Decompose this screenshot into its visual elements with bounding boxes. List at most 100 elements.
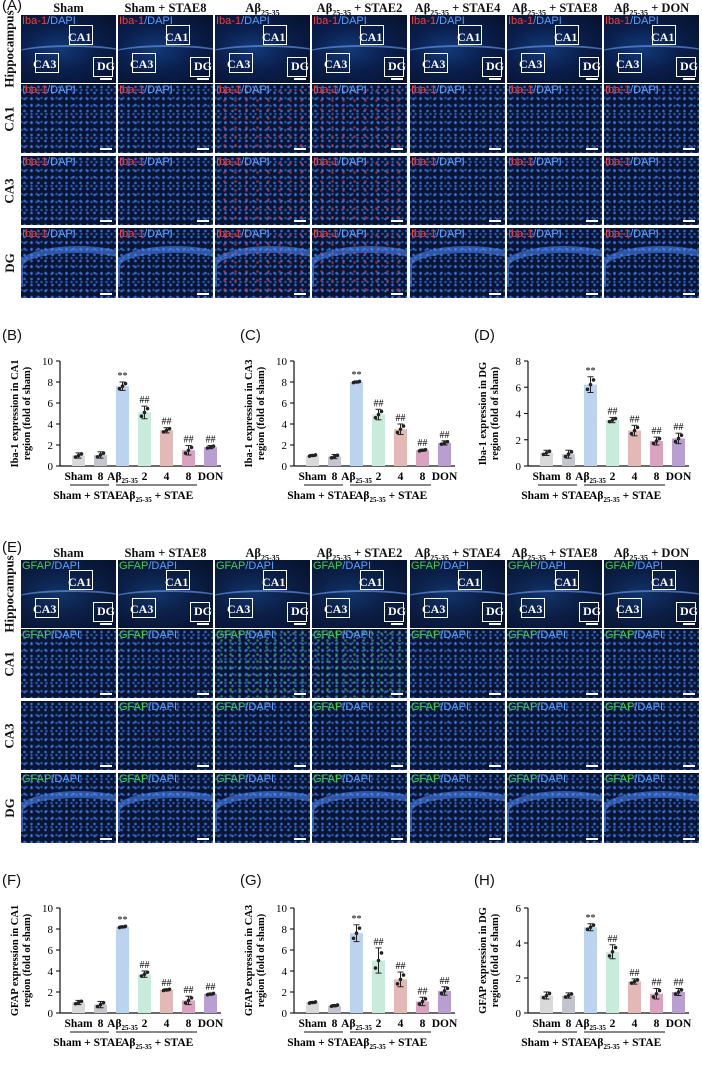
group-label-sub: 25-35 [135,1043,152,1051]
stain-label: GFAP/DAPI [313,560,372,572]
scale-bar [100,293,112,295]
column-header: Aβ25-35 + STAE8 [511,546,598,563]
scale-bar [294,78,306,80]
significance-mark: ## [162,417,172,428]
row-label: CA1 [2,105,17,132]
micrograph: GFAP/DAPI [312,773,407,843]
group-label-sub: 25-35 [369,1043,386,1051]
column-header: Aβ25-35 [245,546,280,563]
region-box-label: CA1 [651,575,675,589]
data-point [205,446,210,450]
region-box [190,602,210,622]
region-box [424,53,448,73]
column-header: Sham + STAE8 [124,1,207,15]
x-tick-label: Sham [298,1018,327,1030]
stain-label: Iba-1/DAPI [411,228,465,240]
scale-bar [294,220,306,222]
stain-label: GFAP/DAPI [216,629,275,641]
stain-label: Iba-1/DAPI [313,15,367,27]
micrograph: Iba-1/DAPI [215,228,310,298]
bar [672,992,685,1013]
micrograph: Iba-1/DAPI [118,84,213,153]
region-box [676,57,696,77]
x-tick-text: 2 [142,1018,148,1030]
region-box [132,53,156,73]
data-point [208,992,213,996]
y-tick-label: 10 [276,356,288,368]
data-point [373,415,378,420]
scale-bar [586,293,598,295]
bar [628,430,641,466]
scale-bar [294,693,306,695]
x-tick-text: 8 [332,1018,338,1030]
row-label: CA3 [2,722,17,749]
region-box-label: CA3 [616,602,640,616]
data-point [335,453,340,458]
row-label: CA3 [2,177,17,204]
data-point [395,982,400,986]
significance-mark: ## [440,430,450,441]
y-tick-label: 4 [282,419,288,431]
x-tick-text: Aβ [575,471,589,483]
y-tick-label: 2 [516,973,522,985]
bar [350,933,363,1013]
x-tick-label: Sham [532,1018,561,1030]
micrograph: CA1 CA3 DG Iba-1/DAPI [604,15,699,83]
data-point [142,972,147,976]
x-tick-text: Sham [64,471,93,483]
region-box [360,25,384,45]
x-tick-label: 2 [376,471,382,483]
data-point [613,416,618,421]
data-point [73,1001,78,1006]
micrograph: CA1 CA3 DG Iba-1/DAPI [312,15,407,83]
region-box [166,570,190,590]
scale-bar [683,293,695,295]
micrograph: GFAP/DAPI [604,773,699,843]
x-tick-label: Aβ25-35 [575,471,606,485]
y-tick-label: 4 [48,966,54,978]
significance-mark: ## [396,961,406,972]
scale-bar [294,838,306,840]
x-tick-label: Sham [532,471,561,483]
region-box-label: CA1 [262,30,286,44]
x-tick-text: 8 [654,471,660,483]
micrograph: Iba-1/DAPI [507,84,602,153]
x-tick-label: 4 [632,471,638,483]
region-box-label: CA3 [422,57,446,71]
x-tick-text: Sham [298,1018,327,1030]
significance-mark: ## [652,978,662,989]
bar [562,995,575,1013]
data-point [95,1004,100,1009]
y-tick-label: 4 [282,966,288,978]
region-box-label: DG [194,59,212,73]
micrograph: Iba-1/DAPI [604,156,699,225]
micrograph: Iba-1/DAPI [21,228,116,298]
region-box-label: CA3 [33,57,57,71]
data-point [651,995,656,999]
bar [72,1002,85,1013]
data-point [657,988,662,993]
x-tick-text: 4 [164,1018,170,1030]
group-label-tail: + STAE [386,490,428,502]
scale-bar [391,78,403,80]
stain-label: GFAP/DAPI [411,629,470,641]
region-box [555,570,579,590]
data-point [73,455,78,459]
scale-bar [391,693,403,695]
data-point [417,449,422,453]
y-tick-label: 0 [48,461,54,473]
micrograph: Iba-1/DAPI [312,156,407,225]
y-tick-label: 6 [282,398,288,410]
stain-label: Iba-1/DAPI [508,228,562,240]
region-box-label: CA1 [68,575,92,589]
data-point [629,431,634,436]
group-label-sub: 25-35 [603,1043,620,1051]
x-tick-text: 8 [98,1018,104,1030]
x-tick-text: 4 [632,1018,638,1030]
data-point [117,925,122,930]
data-point [632,428,637,433]
data-point [376,958,381,963]
micrograph: CA1 CA3 DG Iba-1/DAPI [215,15,310,83]
stain-label: Iba-1/DAPI [119,84,173,96]
y-tick-label: 10 [42,903,54,915]
